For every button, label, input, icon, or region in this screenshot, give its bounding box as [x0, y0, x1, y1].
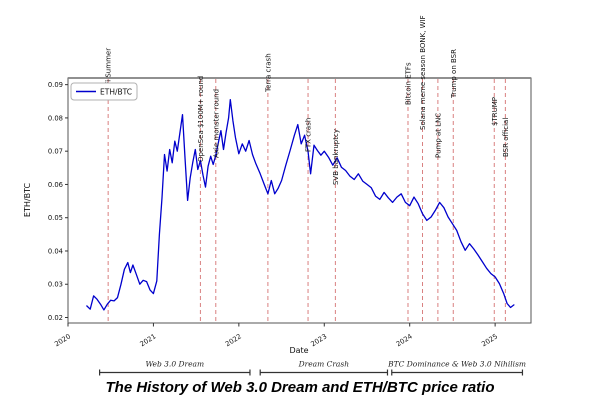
x-tick-label: 2021	[139, 332, 158, 348]
legend-label: ETH/BTC	[100, 87, 132, 96]
event-lines-group	[107, 79, 506, 323]
event-label: $TRUMP	[491, 97, 499, 126]
x-tick-label: 2024	[395, 332, 414, 348]
y-tick-label: 0.06	[48, 181, 63, 189]
y-tick-label: 0.08	[48, 114, 63, 122]
y-axis-label: ETH/BTC	[23, 183, 32, 218]
y-tick-label: 0.07	[48, 148, 63, 156]
y-tick-label: 0.09	[48, 81, 63, 89]
x-tick-label: 2022	[224, 332, 243, 348]
x-axis-label: Date	[289, 346, 308, 355]
phase-label: Dream Crash	[298, 360, 350, 369]
chart-title: The History of Web 3.0 Dream and ETH/BTC…	[106, 379, 495, 396]
event-label: FTX crash	[305, 118, 313, 152]
event-label: Solana meme season BONK, WIF	[419, 15, 427, 130]
y-tick-label: 0.05	[48, 214, 63, 222]
legend: ETH/BTC	[70, 82, 138, 101]
x-tick-label: 2025	[480, 332, 499, 348]
x-tick-label: 2020	[53, 332, 72, 348]
legend-box	[70, 82, 138, 101]
phase-brackets-group: Web 3.0 Dream Dream Crash BTC Dominance & …	[99, 360, 526, 376]
event-label: Trump on BSR	[450, 49, 458, 99]
y-ticks-group: 0.02 0.03 0.04 0.05 0.06 0.07 0.08 0.09	[48, 81, 68, 322]
y-tick-label: 0.03	[48, 281, 63, 289]
phase-label: Web 3.0 Dream	[145, 360, 204, 369]
series-group	[86, 98, 515, 311]
event-label: Terra crash	[264, 53, 272, 93]
event-label: Axie monster round	[212, 89, 220, 158]
event-label: SVB bankruptcy	[332, 129, 340, 185]
event-label: DeFi Summer	[105, 48, 113, 95]
eth-btc-line	[86, 98, 515, 311]
y-tick-label: 0.04	[48, 247, 63, 255]
event-label: OpenSea $100M+ round	[197, 76, 205, 162]
phase-label: BTC Dominance & Web 3.0 Nihilism	[387, 360, 526, 369]
x-tick-label: 2023	[309, 332, 328, 348]
x-ticks-group: 2020 2021 2022 2023 2024 2025	[53, 323, 499, 348]
event-label: Pump at LNC	[434, 113, 442, 158]
event-labels-group: DeFi Summer OpenSea $100M+ round Axie mons…	[105, 15, 510, 185]
y-tick-label: 0.02	[48, 314, 63, 322]
event-label: Bitcoin ETFs	[405, 62, 413, 105]
plot-frame	[67, 77, 532, 324]
event-label: BSR official	[502, 118, 510, 157]
